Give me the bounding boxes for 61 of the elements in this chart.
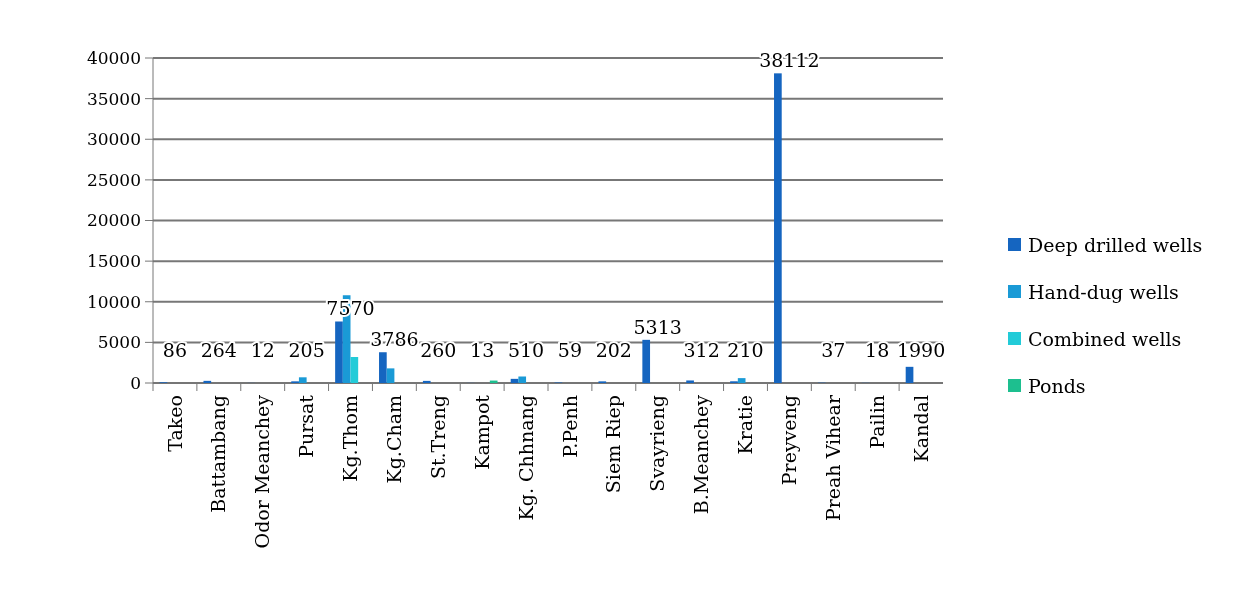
bar: [642, 339, 651, 383]
data-label: 510: [507, 339, 545, 361]
y-tick-label: 0: [130, 372, 141, 393]
x-tick-label: Pursat: [295, 394, 318, 458]
bar: [774, 73, 782, 383]
data-label: 3786: [370, 328, 419, 351]
data-label: 59: [557, 339, 583, 361]
legend-label: Combined wells: [1028, 327, 1182, 350]
y-tick-label: 35000: [86, 88, 141, 109]
data-label: 312: [683, 339, 720, 361]
data-label: 18: [865, 339, 890, 361]
x-tick-label: B.Meanchey: [690, 394, 713, 515]
y-tick-label: 10000: [86, 291, 141, 312]
x-tick-label: Odor Meanchey: [251, 394, 274, 549]
y-tick-label: 5000: [97, 332, 141, 353]
bar: [335, 321, 343, 383]
data-label: 13: [470, 339, 495, 361]
y-tick-label: 20000: [86, 210, 141, 231]
y-tick-label: 40000: [86, 47, 141, 68]
x-tick-label: Preah Vihear: [821, 394, 844, 522]
x-tick-label: Pailin: [865, 395, 888, 449]
data-label: 260: [420, 339, 457, 361]
bar: [386, 368, 395, 383]
x-tick-label: St.Treng: [426, 395, 449, 480]
data-label: 5313: [633, 315, 682, 338]
legend-label: Hand-dug wells: [1028, 280, 1179, 303]
x-tick-label: Kg. Chhnang: [514, 395, 537, 521]
y-tick-label: 25000: [86, 169, 141, 190]
data-label: 202: [595, 339, 632, 361]
data-label: 12: [250, 339, 275, 361]
data-label: 264: [200, 339, 237, 361]
data-label: 205: [288, 339, 325, 361]
bar: [686, 380, 694, 383]
bar: [905, 366, 914, 383]
bar: [518, 376, 527, 383]
bar: [422, 380, 431, 383]
data-label: 38112: [759, 49, 820, 72]
x-tick-label: Siem Riep: [602, 395, 625, 494]
data-label: 1990: [896, 339, 946, 361]
y-tick-label: 30000: [86, 129, 141, 150]
x-tick-label: Battambang: [207, 395, 230, 513]
x-tick-label: Kg.Thom: [339, 395, 362, 482]
x-tick-label: P.Penh: [558, 395, 581, 458]
y-tick-label: 15000: [86, 251, 141, 272]
x-tick-label: Takeo: [163, 395, 186, 452]
x-tick-label: Kampot: [470, 394, 493, 470]
data-label: 210: [727, 339, 764, 361]
bar: [298, 377, 307, 383]
legend-label: Ponds: [1028, 374, 1086, 397]
bar: [203, 380, 212, 383]
x-tick-label: Kandal: [909, 395, 932, 463]
bar: [737, 378, 746, 383]
bar: [350, 357, 359, 383]
x-tick-label: Kratie: [734, 395, 757, 455]
x-tick-label: Preyveng: [778, 395, 801, 486]
bar: [379, 352, 387, 383]
x-tick-label: Kg.Cham: [383, 395, 406, 484]
data-label: 37: [821, 339, 846, 361]
legend-label: Deep drilled wells: [1028, 233, 1203, 256]
x-tick-label: Svayrieng: [646, 395, 669, 492]
data-label: 86: [162, 339, 188, 361]
